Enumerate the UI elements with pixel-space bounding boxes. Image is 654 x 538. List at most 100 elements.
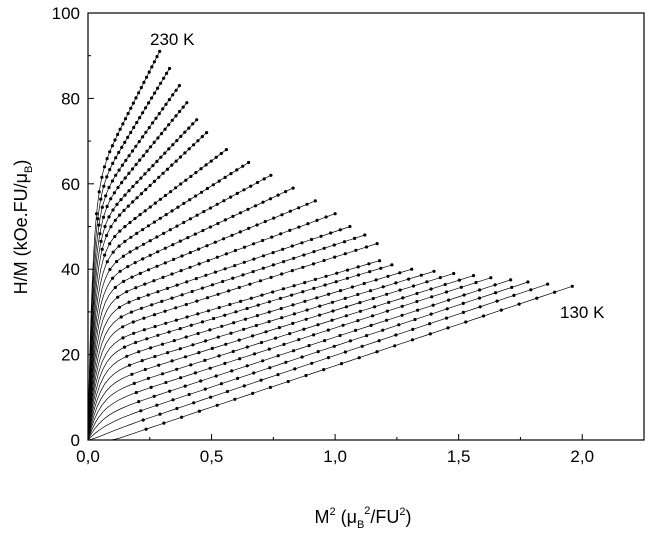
data-point: [194, 194, 198, 198]
data-point: [155, 235, 159, 239]
data-point: [224, 252, 228, 256]
data-point: [174, 306, 178, 310]
data-point: [341, 323, 345, 327]
data-point: [255, 314, 259, 318]
data-point: [223, 218, 227, 222]
data-point: [159, 81, 163, 85]
data-point: [425, 280, 429, 284]
data-point: [189, 174, 193, 178]
data-point: [134, 286, 138, 290]
data-point: [313, 277, 317, 281]
data-point: [362, 281, 366, 286]
data-point: [208, 206, 213, 210]
data-point: [255, 180, 260, 185]
data-point: [147, 268, 151, 272]
data-point: [260, 293, 264, 297]
data-point: [192, 143, 196, 147]
data-point: [280, 272, 284, 276]
data-point: [161, 107, 165, 111]
data-point: [165, 286, 170, 290]
data-point: [231, 214, 235, 218]
data-point: [122, 345, 127, 349]
x-tick-label: 2,0: [570, 447, 594, 466]
data-point: [139, 176, 143, 180]
data-point: [172, 339, 176, 343]
data-point: [224, 342, 228, 346]
data-point: [143, 209, 147, 213]
data-point: [238, 357, 242, 361]
data-point: [386, 274, 390, 278]
data-point: [277, 326, 281, 330]
data-point: [368, 289, 373, 293]
isotherm-line: [87, 277, 492, 440]
data-point: [208, 366, 212, 370]
data-point: [324, 274, 328, 278]
data-point: [241, 273, 245, 277]
data-point: [170, 296, 174, 300]
data-point: [288, 209, 292, 213]
data-point: [105, 233, 109, 238]
data-point: [184, 302, 188, 307]
data-point: [102, 184, 106, 188]
x-tick-label: 0,5: [200, 447, 224, 466]
data-point: [179, 269, 183, 273]
data-point: [151, 121, 155, 125]
data-point: [373, 305, 377, 309]
data-point: [279, 306, 283, 311]
data-point: [255, 223, 259, 227]
y-title-main: H/M (kOe.FU/μ: [11, 173, 31, 294]
data-point: [276, 373, 280, 377]
data-point: [344, 314, 348, 318]
data-point: [134, 162, 138, 167]
x-tick-label: 1,5: [447, 447, 471, 466]
data-point: [309, 237, 314, 242]
data-point: [162, 76, 166, 80]
data-point: [297, 225, 301, 229]
data-point: [322, 246, 326, 250]
data-point: [170, 272, 174, 276]
data-point: [163, 261, 167, 265]
data-point: [326, 328, 330, 332]
data-point: [141, 135, 145, 139]
data-point: [397, 323, 401, 327]
data-point: [300, 241, 304, 245]
data-point: [323, 339, 327, 343]
isotherm-line: [87, 102, 188, 436]
data-point: [179, 376, 183, 380]
data-point: [134, 340, 138, 345]
data-point: [329, 231, 333, 235]
data-point: [233, 264, 237, 268]
data-point: [110, 144, 114, 148]
data-point: [316, 323, 320, 327]
data-point: [120, 163, 124, 167]
data-point: [499, 308, 503, 312]
y-tick-label: 80: [61, 89, 80, 108]
data-point: [292, 256, 296, 260]
data-point: [229, 331, 233, 335]
data-point: [303, 299, 307, 303]
x-title-sub: B: [357, 519, 364, 531]
data-point: [197, 247, 201, 251]
data-point: [139, 409, 143, 413]
data-point: [410, 338, 415, 342]
data-point: [268, 366, 272, 370]
data-point: [461, 301, 465, 305]
data-point: [292, 349, 296, 353]
data-point: [135, 121, 139, 125]
data-point: [330, 318, 334, 322]
data-point: [293, 367, 297, 371]
data-point: [113, 218, 117, 222]
data-point: [146, 376, 150, 380]
data-point: [95, 212, 99, 216]
data-point: [182, 201, 186, 205]
data-point: [553, 290, 557, 294]
data-point: [271, 263, 275, 267]
data-point: [267, 300, 271, 304]
data-point: [237, 338, 241, 342]
data-point: [143, 282, 147, 286]
data-point: [464, 320, 468, 324]
data-point: [222, 199, 226, 203]
data-point: [181, 105, 185, 109]
data-point: [175, 139, 179, 143]
data-point: [348, 224, 352, 229]
